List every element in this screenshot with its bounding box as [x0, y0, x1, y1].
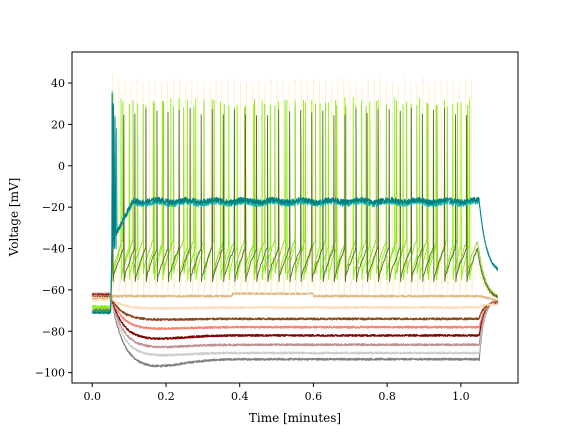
y-axis: −100 −80 −60 −40 −20 0 20 40	[35, 77, 72, 380]
x-axis-label: Time [minutes]	[249, 411, 341, 425]
trace-line-3	[91, 292, 498, 349]
trace-line-4	[91, 293, 499, 341]
y-tick-label: 0	[58, 160, 65, 173]
trace-line-8	[91, 292, 499, 302]
x-tick-label: 0.4	[231, 390, 249, 403]
trace-line-14	[91, 92, 499, 315]
x-tick-label: 1.0	[452, 390, 470, 403]
y-tick-label: −40	[42, 243, 65, 256]
trace-line-9	[91, 72, 498, 302]
x-tick-label: 0.2	[157, 390, 175, 403]
trace-line-2	[91, 292, 499, 357]
x-tick-label: 0.8	[378, 390, 396, 403]
x-tick-label: 0.0	[84, 390, 102, 403]
y-tick-label: −20	[42, 201, 65, 214]
trace-line-5	[91, 294, 499, 331]
trace-line-11	[92, 94, 499, 311]
x-axis: 0.0 0.2 0.4 0.6 0.8 1.0	[84, 383, 470, 403]
y-tick-label: −60	[42, 284, 65, 297]
trace-line-12	[91, 103, 499, 313]
y-tick-label: 40	[51, 77, 65, 90]
trace-line-1	[91, 292, 499, 368]
trace-group	[91, 72, 499, 368]
y-axis-label: Voltage [mV]	[7, 178, 21, 258]
y-tick-label: −100	[35, 367, 65, 380]
plot-frame	[71, 51, 519, 384]
trace-line-6	[91, 295, 499, 322]
trace-line-7	[91, 296, 498, 310]
x-tick-label: 0.6	[305, 390, 323, 403]
trace-line-10	[91, 92, 499, 309]
y-tick-label: 20	[51, 118, 65, 131]
y-tick-label: −80	[42, 325, 65, 338]
